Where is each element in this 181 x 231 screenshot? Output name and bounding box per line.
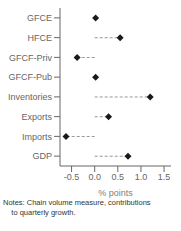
svg-text:0.5: 0.5	[112, 172, 125, 182]
svg-text:% points: % points	[98, 188, 133, 198]
svg-text:-0.5: -0.5	[64, 172, 80, 182]
svg-text:GFCF-Pub: GFCF-Pub	[8, 72, 52, 82]
svg-text:GFCE: GFCE	[27, 13, 52, 23]
svg-text:GDP: GDP	[32, 151, 52, 161]
svg-text:0.0: 0.0	[88, 172, 101, 182]
svg-text:Inventories: Inventories	[8, 92, 52, 102]
svg-text:1.0: 1.0	[135, 172, 148, 182]
html-text:to quarterly growth.: to quarterly growth.	[3, 208, 76, 217]
svg-text:1.5: 1.5	[158, 172, 171, 182]
svg-text:HFCE: HFCE	[28, 33, 53, 43]
svg-text:Exports: Exports	[21, 112, 52, 122]
svg-text:Imports: Imports	[22, 132, 53, 142]
html-text:Notes: Chain volume measure, c: Notes: Chain volume measure, contributio…	[3, 198, 151, 207]
svg-text:GFCF-Priv: GFCF-Priv	[9, 53, 52, 63]
